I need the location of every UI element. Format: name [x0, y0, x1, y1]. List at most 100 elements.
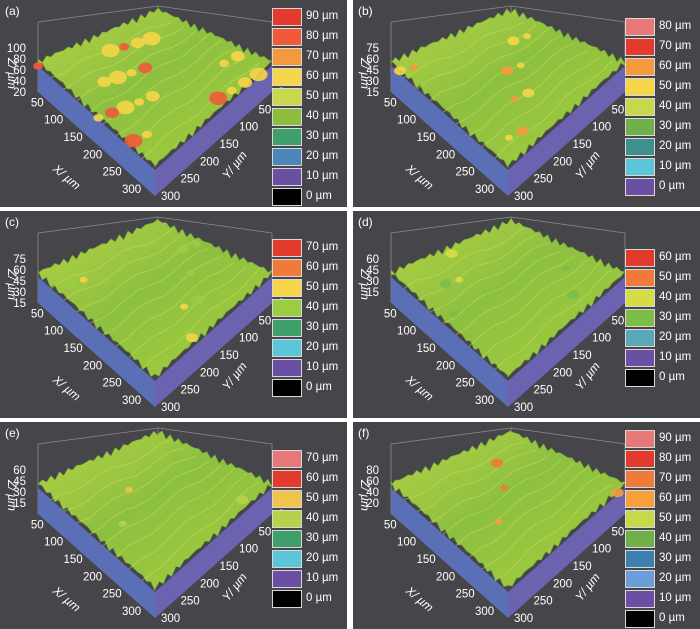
legend-label: 90 µm [659, 432, 692, 444]
y-tick-label: 200 [553, 578, 572, 590]
legend-swatch [272, 48, 302, 66]
y-tick-label: 50 [612, 526, 625, 538]
y-tick-label: 200 [200, 578, 219, 590]
legend-swatch [625, 78, 655, 96]
legend-label: 0 µm [659, 612, 685, 624]
legend-swatch [625, 369, 655, 387]
x-tick-label: 300 [122, 184, 141, 196]
legend-swatch [625, 309, 655, 327]
legend-entry: 20 µm [625, 570, 695, 590]
surface-plot: 7560453015501001502002503000501001502002… [358, 5, 637, 203]
legend-swatch [625, 38, 655, 56]
y-tick-label: 50 [612, 315, 625, 327]
legend-entry: 0 µm [272, 590, 342, 610]
legend-label: 60 µm [306, 70, 339, 82]
x-tick-label: 150 [64, 343, 83, 355]
legend-entry: 50 µm [625, 269, 695, 289]
legend-swatch [625, 610, 655, 628]
x-tick-label: 150 [64, 554, 83, 566]
legend-label: 50 µm [659, 271, 692, 283]
surface-peak [611, 488, 624, 498]
x-axis-title: X/ µm [402, 161, 436, 193]
x-tick-label: 100 [397, 326, 416, 338]
color-legend: 90 µm 80 µm 70 µm 60 µm 50 µm 40 µm 30 µm 20 µm… [625, 430, 695, 629]
legend-entry: 40 µm [625, 98, 695, 118]
surface-peak [510, 96, 519, 103]
legend-swatch [625, 450, 655, 468]
legend-label: 0 µm [306, 381, 332, 393]
y-tick-label: 300 [514, 402, 533, 414]
legend-entry: 50 µm [272, 279, 342, 299]
legend-swatch [272, 279, 302, 297]
panel-d: 6045301550100150200250300050100150200250… [353, 211, 700, 418]
legend-swatch [625, 530, 655, 548]
legend-swatch [272, 299, 302, 317]
legend-swatch [272, 128, 302, 146]
x-tick-label: 300 [475, 395, 494, 407]
legend-entry: 60 µm [272, 470, 342, 490]
legend-entry: 30 µm [625, 118, 695, 138]
color-legend: 90 µm 80 µm 70 µm 60 µm 50 µm 40 µm 30 µm 20 µm… [272, 8, 342, 207]
x-tick-label: 250 [456, 167, 475, 179]
legend-swatch [272, 319, 302, 337]
z-tick-label: 60 [13, 65, 26, 77]
legend-swatch [272, 88, 302, 106]
y-tick-label: 50 [259, 315, 272, 327]
x-tick-label: 50 [31, 97, 44, 109]
z-tick-label: 15 [13, 298, 26, 310]
x-tick-label: 300 [122, 606, 141, 618]
legend-label: 60 µm [659, 251, 692, 263]
legend-swatch [272, 188, 302, 206]
z-tick-label: 45 [13, 276, 26, 288]
color-legend: 60 µm 50 µm 40 µm 30 µm 20 µm 10 µm 0 µm [625, 249, 695, 389]
legend-swatch [625, 178, 655, 196]
legend-swatch [625, 269, 655, 287]
x-tick-label: 50 [31, 519, 44, 531]
legend-label: 10 µm [659, 351, 692, 363]
legend-entry: 50 µm [272, 88, 342, 108]
legend-entry: 50 µm [625, 510, 695, 530]
legend-label: 80 µm [659, 20, 692, 32]
legend-swatch [625, 490, 655, 508]
z-tick-label: 75 [13, 254, 26, 266]
surface-peak [145, 91, 160, 102]
legend-entry: 0 µm [272, 379, 342, 399]
legend-entry: 30 µm [272, 319, 342, 339]
z-tick-label: 45 [366, 265, 379, 277]
z-tick-label: 15 [366, 287, 379, 299]
legend-swatch [625, 138, 655, 156]
color-legend: 80 µm 70 µm 60 µm 50 µm 40 µm 30 µm 20 µm 10 µm… [625, 18, 695, 198]
surface-peak [130, 37, 145, 49]
legend-label: 60 µm [659, 492, 692, 504]
legend-label: 70 µm [306, 241, 339, 253]
surface-side-right [508, 488, 625, 618]
z-tick-label: 30 [366, 76, 379, 88]
y-tick-label: 300 [514, 613, 533, 625]
legend-swatch [272, 68, 302, 86]
surface-peak [118, 520, 127, 527]
z-tick-label: 100 [7, 43, 26, 55]
surface-peak [561, 265, 570, 272]
y-tick-label: 50 [259, 104, 272, 116]
x-tick-label: 100 [397, 537, 416, 549]
x-tick-label: 150 [417, 554, 436, 566]
legend-swatch [272, 530, 302, 548]
legend-label: 30 µm [306, 130, 339, 142]
surface-peak [523, 33, 531, 40]
x-axis-title: X/ µm [402, 583, 436, 615]
x-tick-label: 300 [122, 395, 141, 407]
legend-swatch [272, 168, 302, 186]
legend-entry: 30 µm [272, 530, 342, 550]
z-axis-title: Z/ µm [358, 268, 372, 300]
x-axis-title: X/ µm [402, 372, 436, 404]
x-tick-label: 200 [83, 571, 102, 583]
legend-label: 40 µm [659, 532, 692, 544]
legend-label: 40 µm [659, 100, 692, 112]
surface-peak [449, 310, 458, 317]
surface-peak [226, 86, 237, 95]
y-tick-label: 150 [220, 350, 239, 362]
surface-peak [63, 278, 76, 288]
z-tick-label: 75 [366, 43, 379, 55]
legend-entry: 80 µm [625, 18, 695, 38]
legend-label: 10 µm [306, 170, 339, 182]
